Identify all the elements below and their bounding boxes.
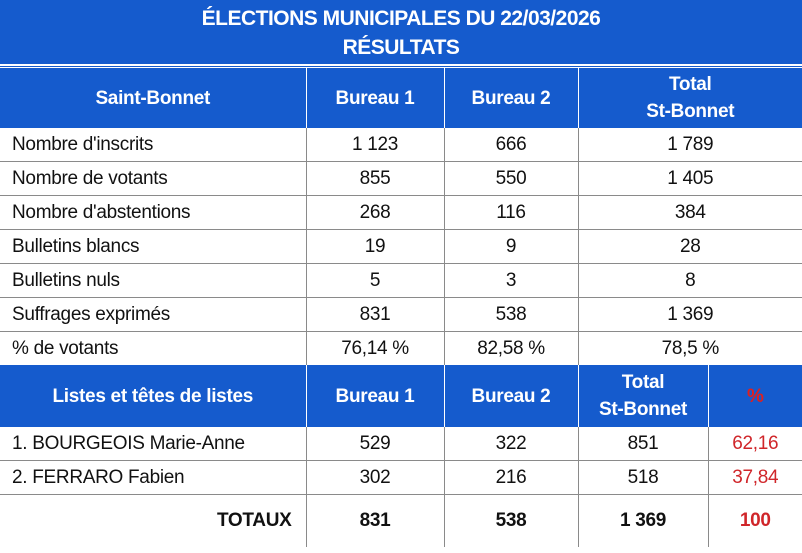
header-total: Total St-Bonnet: [577, 68, 802, 128]
bureau-2-value: 550: [443, 161, 578, 196]
summary-row: Nombre de votants 855 550 1 405: [0, 161, 802, 196]
bureau-2-value: 538: [443, 297, 578, 332]
header-commune: Saint-Bonnet: [0, 68, 306, 128]
header-bureau-2: Bureau 2: [443, 365, 578, 427]
bureau-2-value: 216: [443, 460, 578, 495]
bureau-2-value: 82,58 %: [443, 331, 578, 365]
totals-label: TOTAUX: [0, 494, 306, 547]
bureau-1-value: 76,14 %: [305, 331, 444, 365]
row-label: Bulletins blancs: [0, 229, 306, 264]
total-value: 1 369: [577, 297, 802, 332]
bureau-1-value: 268: [305, 195, 444, 230]
list-row: 1. BOURGEOIS Marie-Anne 529 322 851 62,16: [0, 427, 802, 461]
bureau-1-value: 5: [305, 263, 444, 298]
bureau-1-value: 302: [305, 460, 444, 495]
header-bureau-2: Bureau 2: [443, 68, 578, 128]
total-value: 8: [577, 263, 802, 298]
totals-percent: 100: [707, 494, 802, 547]
totals-b1: 831: [305, 494, 444, 547]
row-label: % de votants: [0, 331, 306, 365]
row-label: Nombre de votants: [0, 161, 306, 196]
bureau-2-value: 116: [443, 195, 578, 230]
total-value: 851: [577, 427, 708, 461]
summary-row: Nombre d'abstentions 268 116 384: [0, 195, 802, 230]
total-value: 1 789: [577, 128, 802, 162]
total-value: 28: [577, 229, 802, 264]
header-lists: Listes et têtes de listes: [0, 365, 306, 427]
summary-row: Nombre d'inscrits 1 123 666 1 789: [0, 128, 802, 162]
percent-value: 37,84: [707, 460, 802, 495]
bureau-2-value: 3: [443, 263, 578, 298]
list-name: 1. BOURGEOIS Marie-Anne: [12, 432, 245, 454]
totals-total: 1 369: [577, 494, 708, 547]
bureau-1-value: 529: [305, 427, 444, 461]
summary-row: Bulletins blancs 19 9 28: [0, 229, 802, 264]
row-label: Bulletins nuls: [0, 263, 306, 298]
summary-row: Suffrages exprimés 831 538 1 369: [0, 297, 802, 332]
bureau-1-value: 1 123: [305, 128, 444, 162]
summary-row: Bulletins nuls 5 3 8: [0, 263, 802, 298]
row-label: Suffrages exprimés: [0, 297, 306, 332]
title-line-1: ÉLECTIONS MUNICIPALES DU 22/03/2026: [201, 7, 601, 30]
results-table: Saint-Bonnet Bureau 1 Bureau 2 Total St-B…: [0, 68, 802, 547]
header-bureau-1: Bureau 1: [305, 365, 444, 427]
header-percent: %: [707, 365, 802, 427]
total-value: 384: [577, 195, 802, 230]
total-value: 518: [577, 460, 708, 495]
totals-b2: 538: [443, 494, 578, 547]
bureau-2-value: 322: [443, 427, 578, 461]
total-value: 78,5 %: [577, 331, 802, 365]
bureau-1-value: 831: [305, 297, 444, 332]
title-line-2: RÉSULTATS: [342, 36, 460, 59]
list-name: 2. FERRARO Fabien: [0, 460, 306, 495]
page-title: ÉLECTIONS MUNICIPALES DU 22/03/2026 RÉSU…: [0, 0, 802, 67]
bureau-1-value: 855: [305, 161, 444, 196]
total-value: 1 405: [577, 161, 802, 196]
row-label: Nombre d'abstentions: [0, 195, 306, 230]
row-label: Nombre d'inscrits: [12, 133, 154, 155]
bureau-2-value: 666: [443, 128, 578, 162]
bureau-2-value: 9: [443, 229, 578, 264]
header-total: Total St-Bonnet: [577, 365, 708, 427]
totals-row: TOTAUX 831 538 1 369 100: [0, 494, 802, 547]
summary-row: % de votants 76,14 % 82,58 % 78,5 %: [0, 331, 802, 365]
list-row: 2. FERRARO Fabien 302 216 518 37,84: [0, 460, 802, 495]
percent-value: 62,16: [707, 427, 802, 461]
header-bureau-1: Bureau 1: [305, 68, 444, 128]
summary-header-row: Saint-Bonnet Bureau 1 Bureau 2 Total St-B…: [0, 68, 802, 128]
bureau-1-value: 19: [305, 229, 444, 264]
lists-header-row: Listes et têtes de listes Bureau 1 Burea…: [0, 365, 802, 427]
